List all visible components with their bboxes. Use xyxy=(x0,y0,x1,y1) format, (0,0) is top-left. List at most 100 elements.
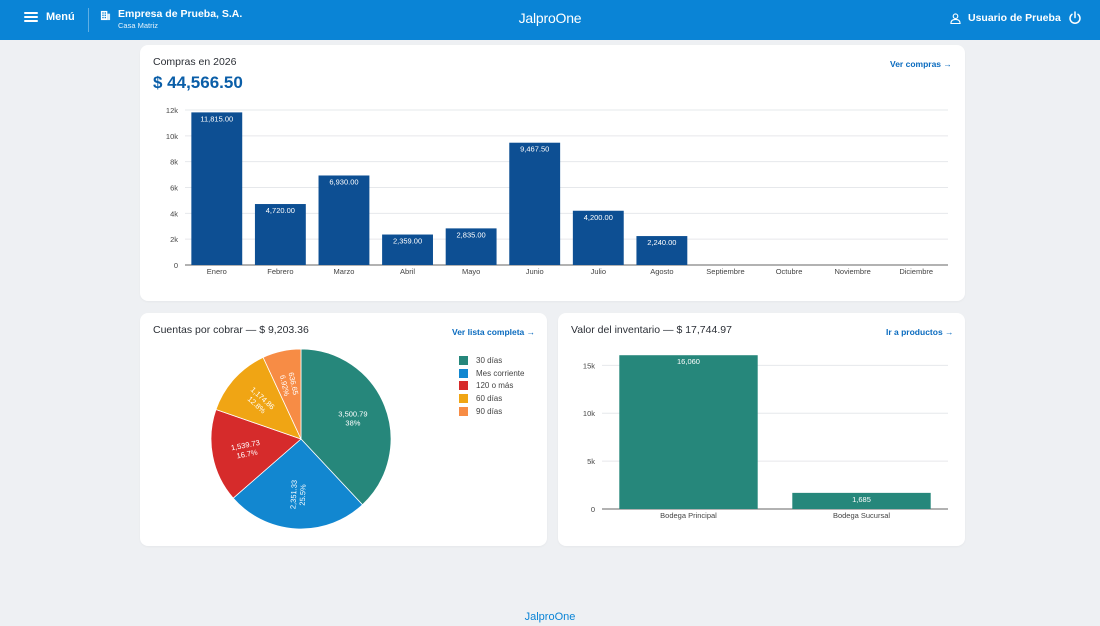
legend-swatch xyxy=(459,381,468,391)
view-full-list-link[interactable]: Ver lista completa → xyxy=(452,327,536,337)
bar xyxy=(445,228,497,265)
purchases-title: Compras en 2026 xyxy=(153,56,237,68)
power-icon[interactable] xyxy=(1068,11,1082,25)
pie-percent-label: 38% xyxy=(345,419,360,428)
pie-slice xyxy=(262,348,302,440)
pie-slice xyxy=(232,438,364,530)
legend-item[interactable]: 120 o más xyxy=(459,380,524,393)
legend-label: 30 días xyxy=(476,355,503,365)
bar-value-label: 2,835.00 xyxy=(457,230,486,239)
x-tick-label: Junio xyxy=(526,267,544,276)
legend-label: 90 días xyxy=(476,407,503,417)
bar xyxy=(792,492,931,509)
legend-swatch xyxy=(459,394,468,404)
y-tick-label: 15k xyxy=(583,361,595,370)
pie-value-label: 3,500.79 xyxy=(338,410,367,419)
user-menu[interactable]: Usuario de Prueba xyxy=(950,12,1061,24)
app-logo: JalproOne xyxy=(518,10,582,26)
x-tick-label: Bodega Principal xyxy=(660,511,717,520)
bar xyxy=(382,234,433,265)
legend-swatch xyxy=(459,407,468,417)
legend-label: 120 o más xyxy=(476,381,514,391)
bar xyxy=(572,210,624,265)
pie-slice xyxy=(215,356,302,440)
x-tick-label: Mayo xyxy=(462,267,480,276)
x-tick-label: Septiembre xyxy=(706,267,744,276)
legend-item[interactable]: 30 días xyxy=(459,354,524,367)
inventory-chart: 0 5k 10k 15k 16,060 Bodega Principal 1,685 Bode… xyxy=(583,355,948,520)
pie-value-label: 2,351.33 xyxy=(288,480,298,510)
bar-value-label: 6,930.00 xyxy=(329,177,358,186)
company-name: Empresa de Prueba, S.A. xyxy=(118,8,243,20)
x-tick-label: Febrero xyxy=(267,267,293,276)
x-tick-label: Diciembre xyxy=(899,267,933,276)
pie-legend: 30 días Mes corriente 120 o más 60 días 90 d… xyxy=(459,354,524,418)
purchases-card: Compras en 2026 Ver compras → $ 44,566.5… xyxy=(140,45,965,301)
x-tick-label: Marzo xyxy=(334,267,355,276)
x-tick-label: Julio xyxy=(591,267,606,276)
bar xyxy=(254,204,306,265)
y-tick-label: 6k xyxy=(170,184,178,193)
y-tick-label: 2k xyxy=(170,235,178,244)
bar xyxy=(636,236,688,265)
y-tick-label: 10k xyxy=(166,132,178,141)
receivables-card: Cuentas por cobrar — $ 9,203.36 Ver list… xyxy=(140,313,547,546)
legend-item[interactable]: 90 días xyxy=(459,405,524,418)
purchases-chart: 0 2k 4k 6k 8k 10k 12k 11,815.00 Enero 4,720.00 Feb… xyxy=(166,106,948,276)
bar xyxy=(509,142,561,265)
legend-item[interactable]: 60 días xyxy=(459,392,524,405)
receivables-pie-chart: 3,500.7938%2,351.3325.5%1,539.7316.7%1,1… xyxy=(210,348,392,530)
bar-value-label: 16,060 xyxy=(677,357,700,366)
footer-logo: JalproOne xyxy=(524,611,576,623)
x-tick-label: Noviembre xyxy=(834,267,870,276)
x-tick-label: Agosto xyxy=(650,267,673,276)
purchases-total: $ 44,566.50 xyxy=(153,73,243,92)
topbar-divider xyxy=(88,8,89,32)
user-icon xyxy=(950,12,961,24)
x-tick-label: Abril xyxy=(400,267,415,276)
pie-slice xyxy=(210,408,302,499)
pie-percent-label: 25.5% xyxy=(298,484,308,506)
inventory-card: Valor del inventario — $ 17,744.97 Ir a … xyxy=(558,313,965,546)
user-label: Usuario de Prueba xyxy=(968,12,1061,24)
y-tick-label: 8k xyxy=(170,158,178,167)
bar xyxy=(318,175,370,265)
pie-percent-label: 16.7% xyxy=(236,448,259,461)
y-tick-label: 0 xyxy=(591,505,595,514)
x-tick-label: Octubre xyxy=(776,267,803,276)
view-purchases-link[interactable]: Ver compras → xyxy=(890,59,952,69)
bar xyxy=(619,355,758,509)
bar-value-label: 4,200.00 xyxy=(584,213,613,222)
pie-slice xyxy=(300,348,392,506)
x-tick-label: Bodega Sucursal xyxy=(833,511,890,520)
bar-value-label: 2,240.00 xyxy=(647,238,676,247)
bar-value-label: 9,467.50 xyxy=(520,145,549,154)
y-tick-label: 0 xyxy=(174,261,178,270)
go-to-products-link[interactable]: Ir a productos → xyxy=(886,327,954,337)
y-tick-label: 12k xyxy=(166,106,178,115)
bar-value-label: 2,359.00 xyxy=(393,237,422,246)
legend-swatch xyxy=(459,355,468,365)
legend-item[interactable]: Mes corriente xyxy=(459,367,524,380)
company-selector[interactable]: Empresa de Prueba, S.A. Casa Matriz xyxy=(100,8,242,31)
building-icon xyxy=(100,10,111,21)
y-tick-label: 4k xyxy=(170,209,178,218)
branch-name: Casa Matriz xyxy=(118,21,159,30)
bar xyxy=(191,112,243,265)
bar-value-label: 4,720.00 xyxy=(266,206,295,215)
bar-value-label: 11,815.00 xyxy=(200,114,233,123)
legend-swatch xyxy=(459,368,468,378)
menu-label: Menú xyxy=(46,11,75,23)
menu-icon xyxy=(24,12,38,22)
x-tick-label: Enero xyxy=(207,267,227,276)
y-tick-label: 10k xyxy=(583,409,595,418)
inventory-title: Valor del inventario — $ 17,744.97 xyxy=(571,324,732,336)
legend-label: 60 días xyxy=(476,394,503,404)
y-tick-label: 5k xyxy=(587,457,595,466)
menu-button[interactable]: Menú xyxy=(24,11,75,23)
bar-value-label: 1,685 xyxy=(852,495,871,504)
receivables-title: Cuentas por cobrar — $ 9,203.36 xyxy=(153,324,309,336)
top-bar: Menú Empresa de Prueba, S.A. Casa Matriz… xyxy=(0,0,1100,40)
